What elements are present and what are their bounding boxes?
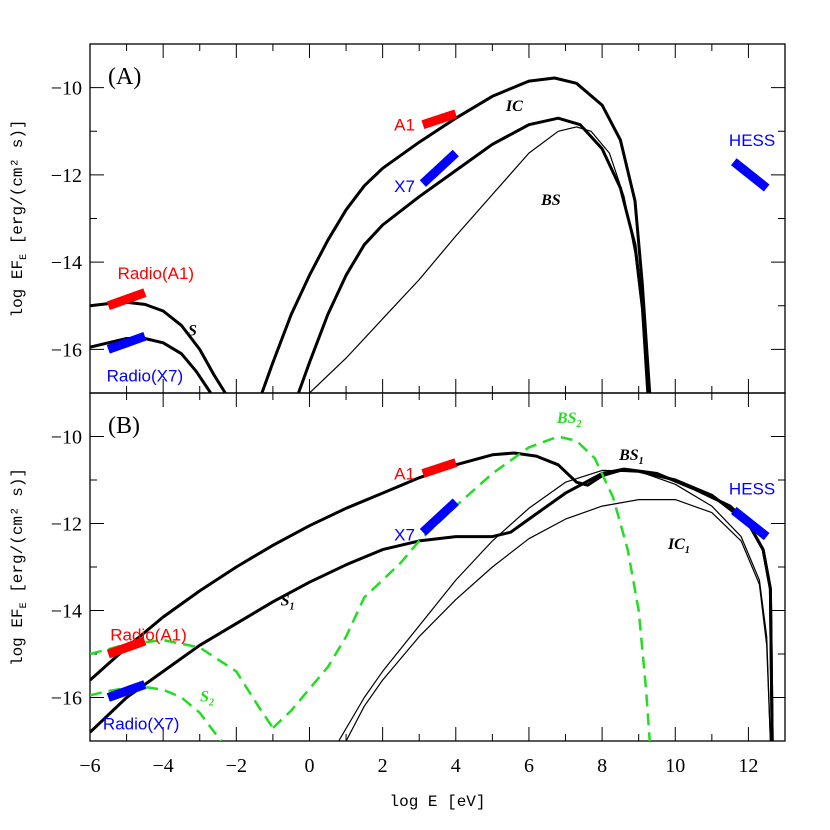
series-line	[90, 337, 212, 393]
data-bar	[106, 332, 147, 354]
annotation-label: Radio(X7)	[103, 715, 180, 734]
y-axis-title: log EFE [erg/(cm² s)]	[9, 468, 30, 666]
data-bar	[106, 288, 147, 310]
y-tick-label: −14	[51, 252, 82, 274]
annotation-label: S2	[200, 688, 214, 708]
annotation-label: S1	[281, 593, 295, 613]
x-tick-label: −6	[79, 755, 100, 777]
series-line	[90, 451, 774, 741]
x-tick-label: 2	[378, 755, 388, 777]
series-line	[309, 126, 649, 393]
series-line	[90, 638, 274, 729]
x-tick-label: 8	[597, 755, 607, 777]
panel-label: (A)	[108, 64, 141, 90]
series-line	[272, 435, 651, 741]
annotation-label: A1	[394, 116, 415, 135]
panel-label: (B)	[108, 413, 140, 439]
data-bar	[421, 458, 458, 478]
y-tick-label: −10	[51, 78, 82, 100]
x-tick-label: 0	[304, 755, 314, 777]
y-tick-label: −16	[51, 688, 82, 710]
panel-b: −10 −12 −14 −16 log EFE [erg/(cm² s)] (B) BS2 A…	[9, 392, 786, 742]
plot-frame	[89, 392, 786, 742]
x-tick-label: −4	[153, 755, 174, 777]
data-bar	[419, 498, 459, 536]
x-tick-label: −2	[226, 755, 247, 777]
y-axis-title: log EFE [erg/(cm² s)]	[9, 119, 30, 317]
annotation-label: HESS	[729, 480, 775, 499]
data-bar	[421, 109, 458, 129]
annotation-label: Radio(X7)	[107, 367, 184, 386]
data-bar	[106, 680, 147, 702]
series-line	[90, 685, 223, 741]
series-line	[345, 499, 771, 741]
annotation-label: HESS	[729, 131, 775, 150]
annotation-label: IC	[505, 98, 523, 115]
annotation-label: Radio(A1)	[118, 264, 195, 283]
x-axis-title: log E [eV]	[389, 793, 485, 811]
y-tick-label: −16	[51, 339, 82, 361]
x-tick-label: 4	[451, 755, 461, 777]
annotation-label: IC1	[667, 536, 690, 556]
data-bar	[730, 158, 770, 192]
y-tick-label: −12	[51, 514, 82, 536]
x-tick-label: 12	[738, 755, 758, 777]
y-tick-label: −12	[51, 165, 82, 187]
panel-a: −10 −12 −14 −16 log EFE [erg/(cm² s)] (A) A1 IC…	[9, 43, 786, 394]
series-line	[297, 116, 650, 393]
annotation-label: BS	[540, 192, 561, 209]
annotation-label: BS2	[556, 410, 582, 430]
annotation-label: X7	[394, 525, 415, 544]
data-bar	[106, 636, 147, 659]
data-bar	[419, 149, 459, 187]
series-line	[90, 467, 774, 741]
y-tick-label: −10	[51, 427, 82, 449]
annotation-label: A1	[394, 464, 415, 483]
y-tick-label: −14	[51, 601, 82, 623]
x-tick-label: 6	[524, 755, 534, 777]
series-line	[338, 469, 771, 741]
annotation-label: Radio(A1)	[110, 625, 187, 644]
x-tick-label: 10	[665, 755, 685, 777]
data-bar	[730, 506, 770, 541]
annotation-label: BS1	[618, 447, 644, 467]
annotation-label: S	[188, 323, 197, 340]
annotation-label: X7	[394, 177, 415, 196]
